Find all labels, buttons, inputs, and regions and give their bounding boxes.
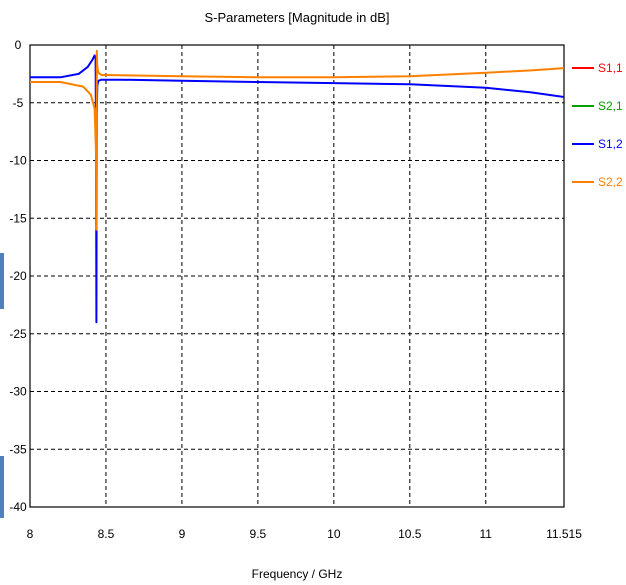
left-edge-strip — [0, 456, 4, 518]
x-tick-label: 9.5 — [250, 527, 267, 541]
legend-label: S1,2 — [598, 137, 623, 151]
x-tick-label: 11 — [480, 527, 493, 541]
y-tick-label: -25 — [9, 327, 27, 341]
x-tick-label: 10 — [327, 527, 341, 541]
y-tick-label: -5 — [13, 96, 24, 110]
grid-lines — [30, 45, 564, 507]
x-axis-label: Frequency / GHz — [252, 567, 343, 581]
legend: S1,1 S2,1 S1,2 S2,2 — [572, 61, 623, 189]
axis-ticks: 8 8.5 9 9.5 10 10.5 11 11.515 0 -5 -10 -15 -20 -25 -30… — [9, 38, 582, 541]
legend-label: S2,2 — [598, 175, 623, 189]
y-tick-label: -30 — [9, 385, 27, 399]
legend-label: S2,1 — [598, 99, 623, 113]
chart-title: S-Parameters [Magnitude in dB] — [205, 10, 390, 25]
series-line-s2-2 — [30, 49, 565, 231]
legend-label: S1,1 — [598, 61, 623, 75]
left-edge-strip — [0, 253, 4, 309]
y-tick-label: -15 — [9, 211, 27, 225]
series-layer — [30, 49, 565, 324]
series-line-s1-2 — [30, 54, 565, 324]
y-tick-label: -40 — [9, 500, 27, 514]
y-tick-label: 0 — [15, 38, 22, 52]
x-tick-label: 10.5 — [398, 527, 422, 541]
y-tick-label: -35 — [9, 442, 27, 456]
x-tick-label: 8 — [27, 527, 34, 541]
y-tick-label: -20 — [9, 269, 27, 283]
x-tick-label: 8.5 — [98, 527, 115, 541]
y-tick-label: -10 — [9, 154, 27, 168]
x-tick-label: 9 — [179, 527, 186, 541]
x-tick-label: 11.515 — [546, 527, 582, 541]
